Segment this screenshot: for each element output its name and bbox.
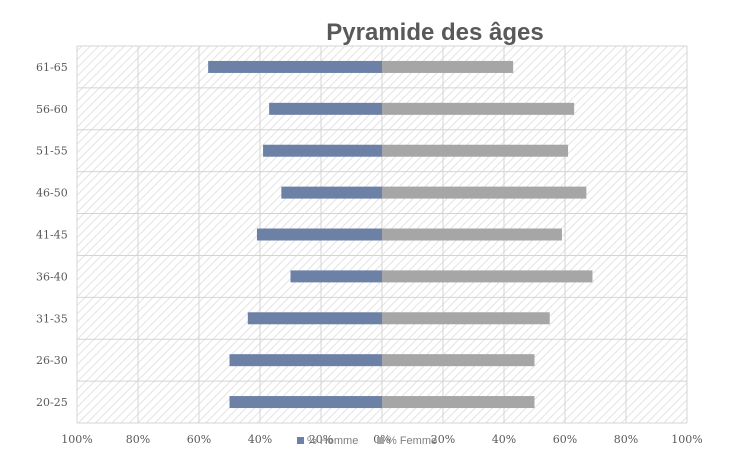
y-tick-label: 41-45 xyxy=(36,229,68,242)
y-tick-label: 51-55 xyxy=(36,145,68,158)
bar-homme xyxy=(247,312,382,325)
bar-femme xyxy=(382,102,575,115)
x-tick-label: 20% xyxy=(431,433,455,446)
legend-label: % Homme xyxy=(307,435,358,447)
legend-swatch xyxy=(377,437,384,444)
x-tick-label: 80% xyxy=(126,433,150,446)
bar-homme xyxy=(263,144,382,157)
x-tick-label: 40% xyxy=(248,433,272,446)
bar-homme xyxy=(229,354,382,367)
bar-homme xyxy=(290,270,382,283)
bar-femme xyxy=(382,186,587,199)
y-tick-label: 20-25 xyxy=(36,396,68,409)
bar-homme xyxy=(281,186,382,199)
bar-femme xyxy=(382,312,550,325)
bar-homme xyxy=(269,102,382,115)
y-tick-label: 46-50 xyxy=(36,187,68,200)
axis-labels: 61-65 56-60 51-55 46-50 41-45 36-40 31-35 26-30… xyxy=(36,61,703,446)
bar-femme xyxy=(382,60,514,73)
y-tick-label: 61-65 xyxy=(36,61,68,74)
x-tick-label: 100% xyxy=(61,433,92,446)
bar-femme xyxy=(382,396,535,409)
bars xyxy=(208,60,593,409)
legend: % Homme % Femme xyxy=(297,435,437,447)
x-tick-label: 40% xyxy=(492,433,516,446)
bar-femme xyxy=(382,228,562,241)
x-tick-label: 60% xyxy=(187,433,211,446)
bar-femme xyxy=(382,144,569,157)
legend-swatch xyxy=(297,437,304,444)
bar-femme xyxy=(382,354,535,367)
bar-femme xyxy=(382,270,593,283)
x-tick-label: 80% xyxy=(614,433,638,446)
bar-homme xyxy=(229,396,382,409)
y-tick-label: 26-30 xyxy=(36,354,68,367)
x-tick-label: 60% xyxy=(553,433,577,446)
chart-title: Pyramide des âges xyxy=(326,19,543,46)
y-tick-label: 56-60 xyxy=(36,103,68,116)
legend-label: % Femme xyxy=(387,435,437,447)
y-tick-label: 31-35 xyxy=(36,312,68,325)
bar-homme xyxy=(208,60,382,73)
x-tick-label: 20% xyxy=(309,433,333,446)
x-tick-label: 100% xyxy=(671,433,702,446)
bar-homme xyxy=(256,228,382,241)
y-tick-label: 36-40 xyxy=(36,270,68,283)
